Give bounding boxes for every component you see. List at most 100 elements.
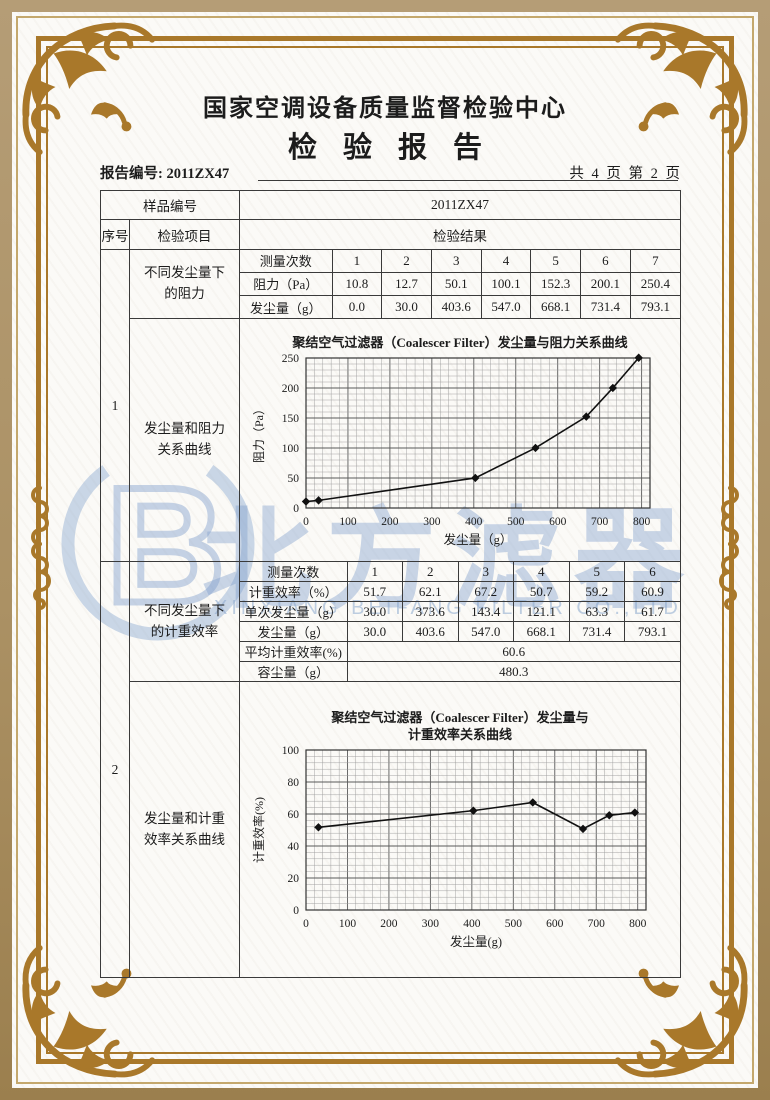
value-cell: 3 bbox=[430, 249, 482, 273]
plot-border bbox=[305, 749, 647, 911]
x-tick-label: 600 bbox=[546, 918, 564, 930]
row-label-cell: 发尘量（g） bbox=[239, 621, 348, 642]
value-cell: 1 bbox=[331, 249, 383, 273]
data-line bbox=[305, 357, 640, 503]
value-cell: 60.9 bbox=[624, 581, 681, 602]
page-title: 检验报告 bbox=[287, 132, 508, 164]
table-row: 计重效率（%） 51.7 62.1 67.2 50.7 59.2 60.9 bbox=[239, 581, 681, 602]
y-tick-label: 200 bbox=[282, 383, 300, 395]
y-tick-label: 250 bbox=[282, 353, 300, 365]
row-label-cell: 单次发尘量（g） bbox=[239, 601, 348, 622]
value-cell: 143.4 bbox=[457, 601, 514, 622]
y-tick-label: 100 bbox=[282, 443, 300, 455]
table-row: 发尘量（g） 0.0 30.0 403.6 547.0 668.1 731.4 793.1 bbox=[239, 295, 681, 319]
resistance-table: 测量次数 1 2 3 4 5 6 7 阻力（Pa） 10.8 12.7 50.1 100.1 152.3 2… bbox=[239, 249, 681, 319]
chart1-cell: 聚结空气过滤器（Coalescer Filter）发尘量与阻力关系曲线 0 50 1… bbox=[239, 318, 681, 562]
x-tick-label: 500 bbox=[507, 516, 525, 528]
x-tick-label: 0 bbox=[303, 918, 309, 930]
value-cell: 373.6 bbox=[402, 601, 459, 622]
value-cell: 30.0 bbox=[346, 621, 403, 642]
value-cell: 1 bbox=[346, 561, 403, 582]
x-tick-label: 300 bbox=[422, 918, 440, 930]
value-cell: 3 bbox=[457, 561, 514, 582]
row-label-cell: 发尘量（g） bbox=[239, 295, 333, 319]
value-cell: 5 bbox=[568, 561, 625, 582]
value-cell: 12.7 bbox=[381, 271, 432, 297]
table-row: 测量次数 1 2 3 4 5 6 7 bbox=[239, 249, 681, 273]
organization-title: 国家空调设备质量监督检验中心 bbox=[203, 95, 567, 122]
data-point-marker bbox=[301, 497, 311, 506]
value-cell: 50.7 bbox=[513, 581, 570, 602]
x-tick-label: 200 bbox=[381, 516, 399, 528]
data-point-marker bbox=[471, 473, 480, 483]
x-tick-label: 200 bbox=[380, 918, 398, 930]
value-cell: 793.1 bbox=[629, 295, 681, 319]
main-table: 样品编号 2011ZX47 序号 检验项目 检验结果 1 不同发尘量下的阻力 测… bbox=[100, 190, 681, 978]
efficiency-table-cell: 测量次数 1 2 3 4 5 6 计重效率（%） 51.7 62.1 67.2 50.7 59.2 60.… bbox=[239, 561, 681, 682]
data-point-marker bbox=[531, 443, 540, 453]
value-cell: 0.0 bbox=[331, 295, 383, 319]
table-row: 容尘量（g） 480.3 bbox=[239, 661, 681, 682]
x-tick-label: 800 bbox=[629, 918, 647, 930]
chart2-cell: 聚结空气过滤器（Coalescer Filter）发尘量与 计重效率关系曲线 0… bbox=[239, 681, 681, 978]
x-tick-label: 800 bbox=[633, 516, 651, 528]
y-tick-label: 150 bbox=[282, 413, 300, 425]
chart1-title: 聚结空气过滤器（Coalescer Filter）发尘量与阻力关系曲线 bbox=[292, 335, 628, 351]
value-cell: 547.0 bbox=[457, 621, 514, 642]
value-cell: 59.2 bbox=[568, 581, 625, 602]
y-axis-title: 阻力（Pa） bbox=[252, 403, 266, 463]
y-axis-title: 计重效率(%) bbox=[251, 797, 266, 863]
x-tick-label: 700 bbox=[591, 516, 609, 528]
plot-border bbox=[305, 357, 651, 509]
y-tick-label: 60 bbox=[288, 809, 300, 821]
table-row: 单次发尘量（g） 30.0 373.6 143.4 121.1 63.3 61.7 bbox=[239, 601, 681, 622]
data-point-marker bbox=[605, 810, 614, 820]
value-cell: 668.1 bbox=[530, 295, 582, 319]
gold-frame-inner bbox=[46, 46, 724, 1054]
blank-line bbox=[258, 180, 678, 181]
y-tick-label: 50 bbox=[288, 473, 300, 485]
result-header-cell: 检验结果 bbox=[239, 219, 681, 250]
value-cell: 30.0 bbox=[381, 295, 432, 319]
value-cell: 61.7 bbox=[624, 601, 681, 622]
x-tick-label: 500 bbox=[505, 918, 523, 930]
row-label-cell: 阻力（Pa） bbox=[239, 271, 333, 297]
value-cell: 50.1 bbox=[430, 271, 482, 297]
meta-row: 报告编号: 2011ZX47 共 4 页 第 2 页 bbox=[100, 162, 682, 182]
x-tick-label: 400 bbox=[465, 516, 483, 528]
row-label-cell: 计重效率（%） bbox=[239, 581, 348, 602]
value-cell: 403.6 bbox=[402, 621, 459, 642]
value-cell: 668.1 bbox=[513, 621, 570, 642]
value-cell: 30.0 bbox=[346, 601, 403, 622]
report-number: 报告编号: 2011ZX47 bbox=[100, 166, 230, 182]
chart2-title: 聚结空气过滤器（Coalescer Filter）发尘量与 计重效率关系曲线 bbox=[331, 710, 589, 742]
chart1-svg: 0 50 100 150 200 250 0 100 200 300 400 500 600 700 800… bbox=[252, 353, 651, 547]
table-row: 测量次数 1 2 3 4 5 6 bbox=[239, 561, 681, 582]
section2-data-item-cell: 不同发尘量下的计重效率 bbox=[129, 561, 240, 682]
data-point-marker bbox=[314, 822, 323, 832]
page-count: 共 4 页 第 2 页 bbox=[569, 166, 682, 182]
sample-value-cell: 2011ZX47 bbox=[239, 190, 681, 220]
value-cell: 793.1 bbox=[624, 621, 681, 642]
x-tick-label: 400 bbox=[463, 918, 481, 930]
x-axis-title: 发尘量（g） bbox=[444, 532, 513, 547]
summary-value-cell: 480.3 bbox=[346, 661, 681, 682]
data-point-marker bbox=[314, 496, 323, 505]
value-cell: 403.6 bbox=[430, 295, 482, 319]
x-tick-label: 0 bbox=[303, 516, 309, 528]
section1-seq-cell: 1 bbox=[100, 249, 130, 562]
item-header-cell: 检验项目 bbox=[129, 219, 240, 250]
data-point-marker bbox=[578, 824, 588, 833]
x-tick-label: 100 bbox=[339, 516, 357, 528]
x-axis-title: 发尘量(g) bbox=[450, 934, 502, 949]
sample-label-cell: 样品编号 bbox=[100, 190, 240, 220]
value-cell: 7 bbox=[629, 249, 681, 273]
value-cell: 731.4 bbox=[580, 295, 631, 319]
value-cell: 67.2 bbox=[457, 581, 514, 602]
y-tick-label: 40 bbox=[288, 841, 300, 853]
x-tick-label: 300 bbox=[423, 516, 441, 528]
row-label-cell: 平均计重效率(%) bbox=[239, 641, 348, 662]
summary-value-cell: 60.6 bbox=[346, 641, 681, 662]
